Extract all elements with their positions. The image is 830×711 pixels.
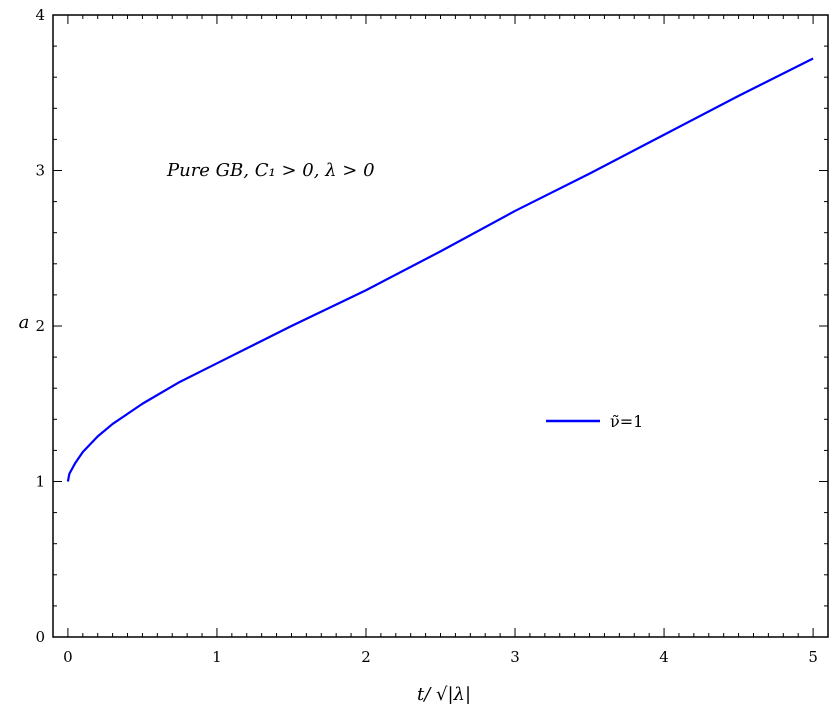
x-tick-label: 2: [361, 648, 371, 666]
ticks-layer: 0 1 2 3 4 5 0 1 2 3 4: [35, 6, 829, 666]
x-tick-label: 0: [63, 648, 73, 666]
x-tick-label: 5: [808, 648, 818, 666]
x-tick-label: 3: [510, 648, 520, 666]
y-tick-label: 4: [35, 6, 45, 24]
series-line-0: [66, 57, 814, 482]
x-tick-label: 1: [212, 648, 222, 666]
legend-label: ν̃=1: [610, 412, 643, 431]
y-tick-label: 1: [35, 473, 45, 491]
series-layer: [66, 57, 814, 482]
x-tick-label: 4: [659, 648, 669, 666]
y-tick-label: 2: [35, 317, 45, 335]
x-axis-title: t/ √|λ|: [417, 684, 471, 705]
y-tick-label: 0: [35, 628, 45, 646]
plot-frame: [52, 14, 829, 638]
y-axis-title: a: [19, 312, 30, 333]
legend: ν̃=1: [546, 412, 643, 431]
y-tick-label: 3: [35, 162, 45, 180]
chart-annotation: Pure GB, C₁ > 0, λ > 0: [166, 160, 375, 181]
